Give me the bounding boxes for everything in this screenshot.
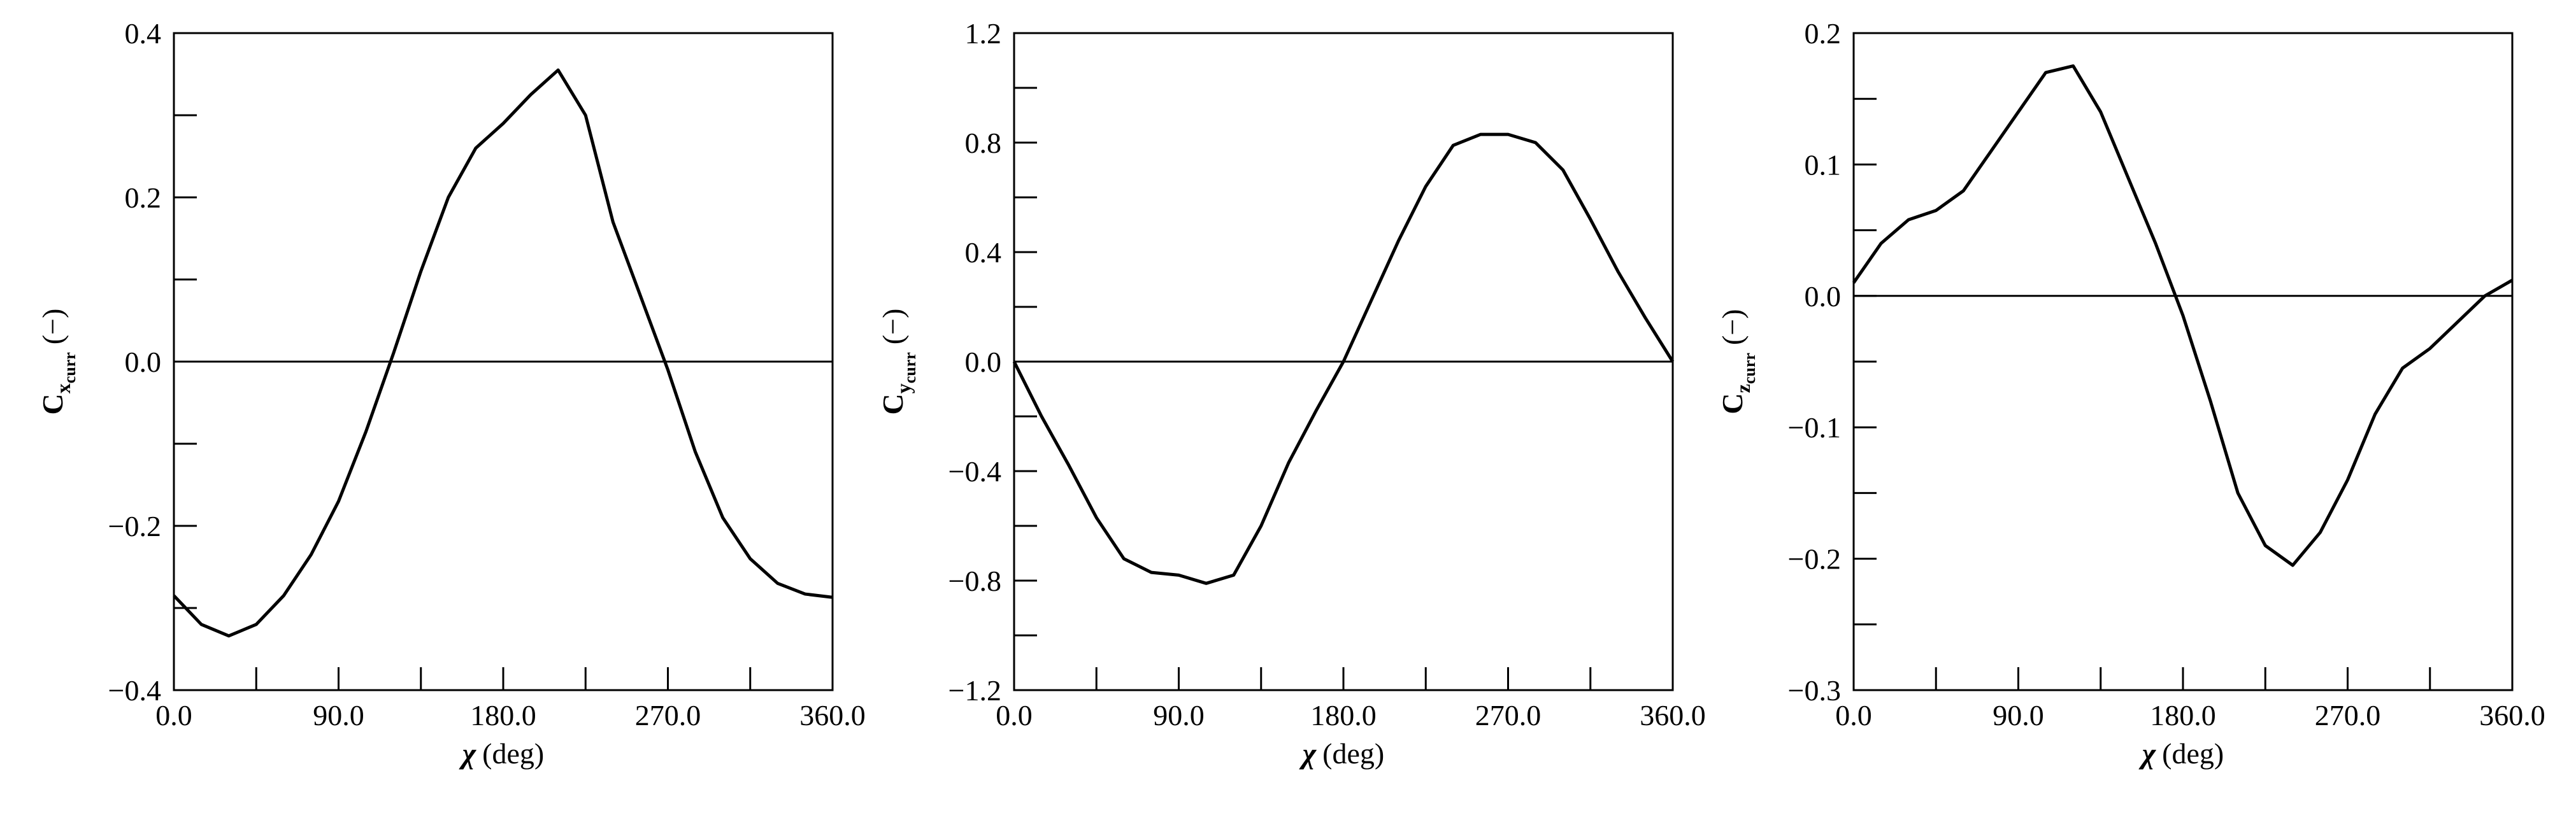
y-axis-sub-subscript: curr — [61, 352, 79, 383]
x-axis-unit: (deg) — [1322, 737, 1384, 770]
y-tick-label: 0.0 — [125, 346, 162, 378]
y-tick-label: 0.0 — [1805, 280, 1842, 313]
y-tick-label: −0.4 — [108, 674, 161, 707]
x-tick-label: 90.0 — [313, 699, 364, 732]
y-tick-label: −1.2 — [948, 674, 1001, 707]
y-axis-symbol: C — [877, 393, 909, 414]
y-tick-label: −0.1 — [1788, 411, 1841, 444]
x-axis-symbol: χ — [2138, 737, 2157, 770]
data-line — [1012, 132, 1675, 585]
y-axis-sub-subscript: curr — [1740, 353, 1759, 384]
y-axis-unit: (−) — [1716, 309, 1749, 345]
y-axis-symbol: C — [36, 393, 69, 414]
x-tick-label: 0.0 — [996, 699, 1033, 732]
x-tick-label: 360.0 — [1640, 699, 1706, 732]
x-tick-label: 180.0 — [2150, 699, 2216, 732]
y-tick-label: −0.2 — [108, 510, 161, 542]
y-tick-label: 1.2 — [965, 17, 1002, 50]
x-axis-unit: (deg) — [2162, 737, 2224, 770]
y-tick-label: −0.2 — [1788, 543, 1841, 576]
y-axis-subscript: x — [52, 383, 75, 393]
x-tick-label: 180.0 — [1310, 699, 1377, 732]
y-axis-unit: (−) — [877, 309, 909, 345]
x-axis-label: χ (deg) — [2138, 737, 2224, 770]
x-tick-label: 270.0 — [2315, 699, 2381, 732]
x-tick-label: 270.0 — [1475, 699, 1542, 732]
x-tick-label: 180.0 — [470, 699, 536, 732]
data-line — [1852, 64, 2514, 567]
y-axis-label: Czcurr (−) — [1716, 309, 1759, 414]
x-tick-label: 270.0 — [635, 699, 701, 732]
x-axis-unit: (deg) — [482, 737, 544, 770]
x-axis-label: χ (deg) — [1299, 737, 1384, 770]
x-tick-label: 0.0 — [1835, 699, 1872, 732]
y-tick-label: 0.2 — [125, 181, 162, 214]
y-axis-symbol: C — [1716, 393, 1749, 414]
chart-panel: 0.0 90.0 180.0 270.0 360.0 −0.3 −0.2 −0.1 0.0 0.1… — [1716, 17, 2545, 770]
y-axis-sub-subscript: curr — [901, 352, 919, 383]
y-tick-label: −0.8 — [948, 565, 1001, 597]
y-axis-label: Cycurr (−) — [877, 309, 919, 415]
y-axis-label: Cxcurr (−) — [36, 309, 79, 415]
data-line — [173, 68, 833, 638]
x-tick-label: 90.0 — [1153, 699, 1205, 732]
x-axis-label: χ (deg) — [459, 737, 544, 770]
x-tick-label: 90.0 — [1993, 699, 2044, 732]
x-tick-label: 360.0 — [799, 699, 866, 732]
x-axis-symbol: χ — [459, 737, 477, 770]
y-axis-subscript: z — [1731, 384, 1754, 393]
y-tick-label: 0.8 — [965, 127, 1002, 159]
y-tick-label: 0.4 — [125, 17, 162, 50]
x-tick-label: 0.0 — [155, 699, 192, 732]
y-tick-label: 0.1 — [1805, 148, 1842, 181]
x-tick-label: 360.0 — [2479, 699, 2545, 732]
y-tick-label: −0.3 — [1788, 674, 1841, 707]
y-axis-unit: (−) — [36, 309, 69, 345]
y-tick-label: 0.2 — [1805, 17, 1842, 50]
y-tick-label: 0.0 — [965, 346, 1002, 378]
chart-panel: 0.0 90.0 180.0 270.0 360.0 −1.2 −0.8 −0.4 0.0 0.4… — [877, 17, 1706, 770]
y-axis-subscript: y — [892, 383, 915, 393]
chart-panel: 0.0 90.0 180.0 270.0 360.0 −0.4 −0.2 0.0 0.2 0.4 χ… — [36, 17, 866, 770]
x-axis-symbol: χ — [1299, 737, 1317, 770]
y-tick-label: −0.4 — [948, 455, 1001, 488]
y-tick-label: 0.4 — [965, 236, 1002, 269]
